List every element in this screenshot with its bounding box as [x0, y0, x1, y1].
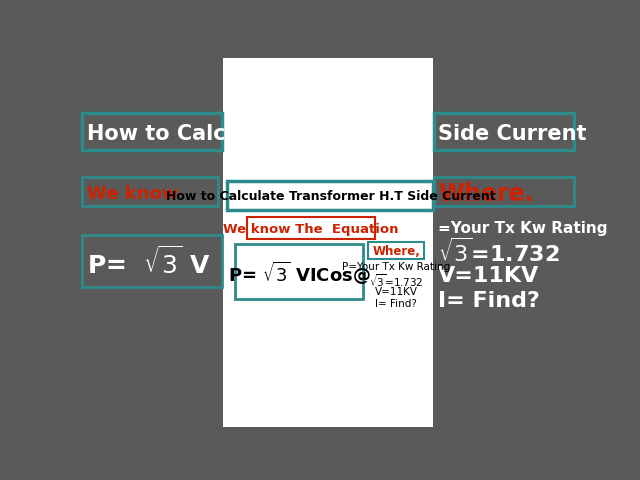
Text: $\sqrt{3}$=1.732: $\sqrt{3}$=1.732: [369, 273, 423, 289]
Text: P= $\sqrt{3}$ VICos@: P= $\sqrt{3}$ VICos@: [228, 260, 371, 287]
FancyBboxPatch shape: [83, 113, 222, 150]
Text: How to Calcu: How to Calcu: [87, 124, 241, 144]
Text: P=Your Tx Kw Rating: P=Your Tx Kw Rating: [342, 262, 451, 272]
FancyBboxPatch shape: [227, 181, 433, 210]
Text: Side Current: Side Current: [438, 124, 586, 144]
FancyBboxPatch shape: [223, 101, 433, 432]
Text: We know: We know: [87, 185, 179, 203]
FancyBboxPatch shape: [235, 244, 363, 300]
Text: We know The  Equation: We know The Equation: [223, 223, 399, 236]
FancyBboxPatch shape: [434, 113, 573, 150]
Text: I= Find?: I= Find?: [375, 299, 417, 309]
Text: Where,: Where,: [372, 245, 420, 258]
Text: Where.: Where.: [438, 182, 533, 206]
FancyBboxPatch shape: [368, 242, 424, 259]
FancyBboxPatch shape: [223, 58, 433, 101]
Text: I= Find?: I= Find?: [438, 291, 540, 311]
FancyBboxPatch shape: [434, 177, 573, 206]
Text: V=11KV: V=11KV: [374, 288, 418, 298]
FancyBboxPatch shape: [83, 177, 218, 206]
Text: $\sqrt{3}$=1.732: $\sqrt{3}$=1.732: [438, 238, 559, 266]
FancyBboxPatch shape: [83, 235, 222, 287]
Text: How to Calculate Transformer H.T Side Current: How to Calculate Transformer H.T Side Cu…: [166, 191, 495, 204]
FancyBboxPatch shape: [246, 217, 374, 239]
Text: =Your Tx Kw Rating: =Your Tx Kw Rating: [438, 221, 607, 236]
Text: P=  $\sqrt{3}$ V: P= $\sqrt{3}$ V: [87, 246, 211, 279]
Text: V=11KV: V=11KV: [438, 266, 540, 286]
